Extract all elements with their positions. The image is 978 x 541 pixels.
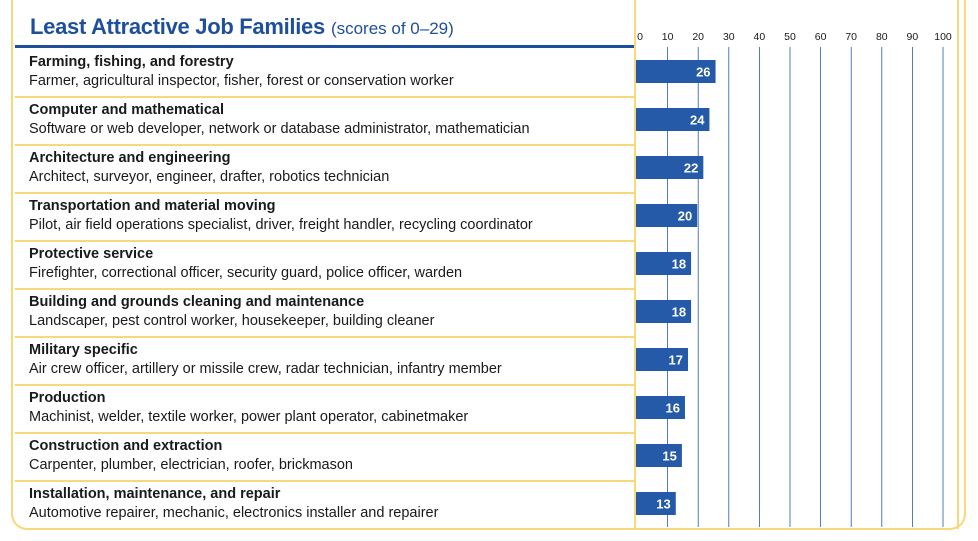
category-label: Farming, fishing, and forestry — [29, 54, 234, 70]
x-tick-label: 30 — [723, 31, 735, 43]
category-description: Software or web developer, network or da… — [29, 121, 530, 137]
row-separator — [15, 336, 635, 338]
category-description: Landscaper, pest control worker, houseke… — [29, 313, 435, 329]
bar — [636, 300, 692, 323]
category-row: Construction and extraction Carpenter, pl… — [15, 434, 635, 482]
row-separator — [15, 240, 635, 242]
category-row: Farming, fishing, and forestry Farmer, ag… — [15, 50, 635, 98]
category-row: Transportation and material moving Pilot,… — [15, 194, 635, 242]
bar-value-label: 16 — [665, 401, 679, 416]
x-tick-label: 10 — [662, 31, 674, 43]
x-tick-label: 70 — [845, 31, 857, 43]
category-label: Computer and mathematical — [29, 102, 224, 118]
category-row: Military specific Air crew officer, artil… — [15, 338, 635, 386]
category-label: Building and grounds cleaning and mainte… — [29, 294, 365, 310]
bar-value-label: 22 — [684, 161, 698, 176]
bar — [636, 396, 685, 419]
row-separator — [15, 480, 635, 482]
bar-value-label: 18 — [672, 305, 686, 320]
bar — [636, 252, 692, 275]
category-description: Air crew officer, artillery or missile c… — [29, 361, 502, 377]
category-row: Computer and mathematical Software or web… — [15, 98, 635, 146]
category-label: Protective service — [29, 246, 154, 262]
category-description: Farmer, agricultural inspector, fisher, … — [29, 73, 454, 89]
chart-frame — [11, 0, 966, 530]
category-row: Protective service Firefighter, correctio… — [15, 242, 635, 290]
bar-plot: 0 10 20 30 40 50 60 70 80 90 100 26 24 22 20 18 18 17 16 15… — [634, 0, 959, 529]
bar — [636, 204, 698, 227]
plot-area: 0 10 20 30 40 50 60 70 80 90 100 26 24 22 20 18 18 17 16 15… — [634, 0, 959, 529]
x-tick-label: 40 — [754, 31, 766, 43]
category-label: Installation, maintenance, and repair — [29, 486, 281, 502]
category-label: Construction and extraction — [29, 438, 223, 454]
bar-value-label: 20 — [678, 209, 692, 224]
x-tick-label: 60 — [815, 31, 827, 43]
row-separator — [15, 432, 635, 434]
title-main: Least Attractive Job Families — [30, 14, 325, 39]
category-description: Automotive repairer, mechanic, electroni… — [29, 505, 439, 521]
row-separator — [15, 288, 635, 290]
x-tick-label: 90 — [907, 31, 919, 43]
row-separator — [15, 96, 635, 98]
bar — [636, 108, 710, 131]
bar-value-label: 18 — [672, 257, 686, 272]
row-separator — [15, 192, 635, 194]
bar-value-label: 17 — [669, 353, 683, 368]
x-tick-label: 50 — [784, 31, 796, 43]
bar-value-label: 13 — [656, 497, 670, 512]
row-separator — [15, 384, 635, 386]
category-description: Machinist, welder, textile worker, power… — [29, 409, 469, 425]
bar — [636, 60, 716, 83]
category-description: Firefighter, correctional officer, secur… — [29, 265, 463, 281]
bar — [636, 348, 689, 371]
category-description: Carpenter, plumber, electrician, roofer,… — [29, 457, 353, 473]
category-row: Architecture and engineering Architect, s… — [15, 146, 635, 194]
x-tick-label: 100 — [934, 31, 952, 43]
x-tick-label: 0 — [637, 31, 643, 43]
category-label: Transportation and material moving — [29, 198, 276, 214]
row-separator — [15, 144, 635, 146]
bar — [636, 492, 676, 515]
category-label: Production — [29, 390, 106, 406]
bar — [636, 156, 704, 179]
chart-title: Least Attractive Job Families (scores of … — [30, 14, 454, 40]
title-subtitle: (scores of 0–29) — [330, 19, 454, 38]
header-rule — [15, 45, 635, 48]
bar-value-label: 15 — [662, 449, 676, 464]
bar-value-label: 26 — [696, 65, 710, 80]
bar — [636, 444, 682, 467]
category-row: Installation, maintenance, and repair Aut… — [15, 482, 635, 530]
bar-value-label: 24 — [690, 113, 705, 128]
category-row: Building and grounds cleaning and mainte… — [15, 290, 635, 338]
x-tick-label: 20 — [692, 31, 704, 43]
category-label: Architecture and engineering — [29, 150, 231, 166]
category-row: Production Machinist, welder, textile wor… — [15, 386, 635, 434]
category-description: Pilot, air field operations specialist, … — [29, 217, 533, 233]
x-tick-label: 80 — [876, 31, 888, 43]
category-description: Architect, surveyor, engineer, drafter, … — [29, 169, 390, 185]
category-label: Military specific — [29, 342, 138, 358]
